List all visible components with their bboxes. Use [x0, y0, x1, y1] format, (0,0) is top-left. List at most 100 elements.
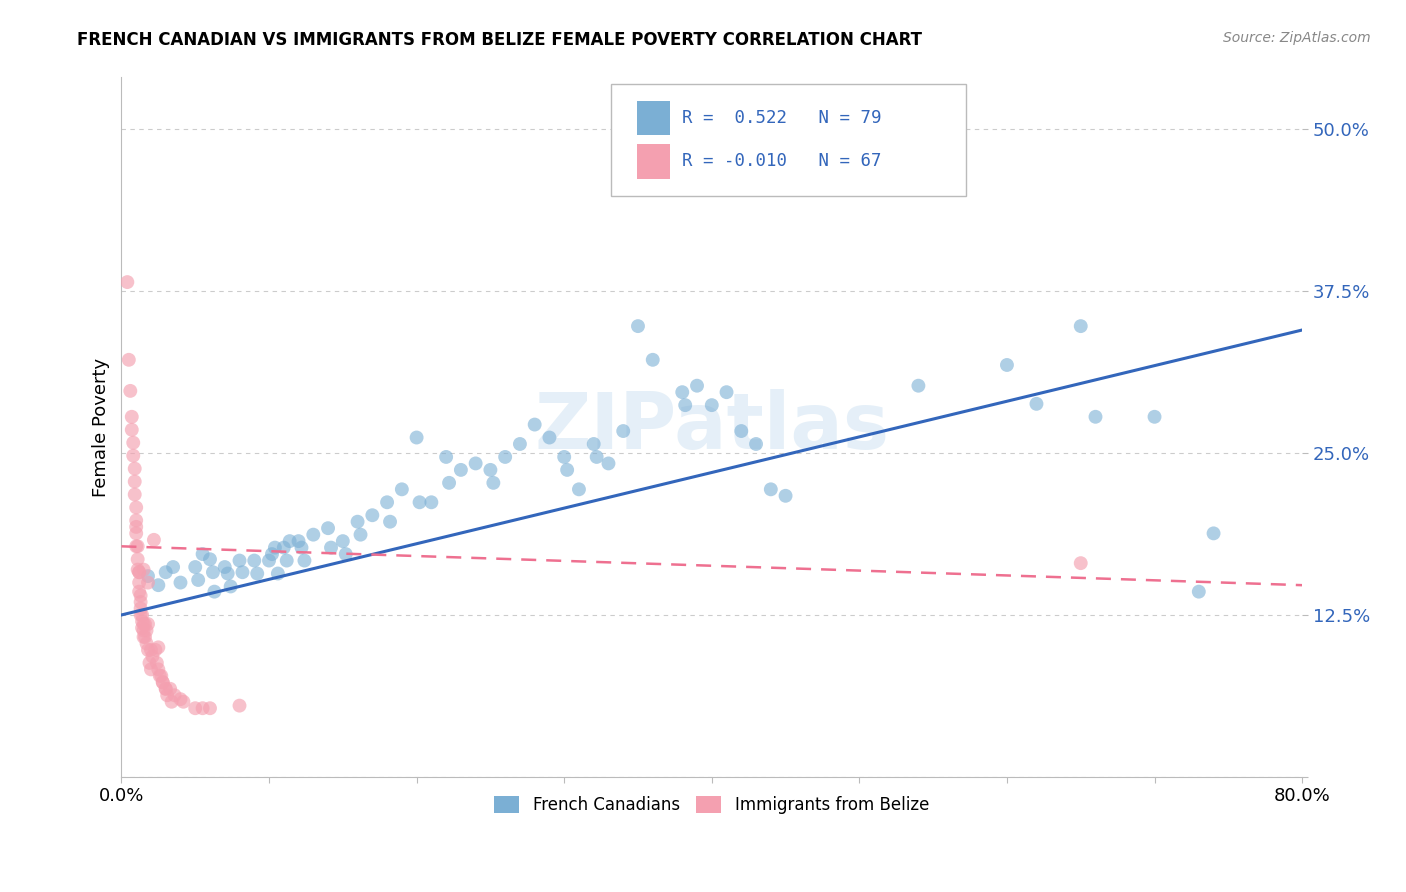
Point	[700, 398, 723, 412]
Point	[125, 500, 148, 515]
Point	[169, 692, 191, 706]
Point	[294, 553, 316, 567]
Point	[730, 424, 752, 438]
Point	[278, 534, 301, 549]
Point	[332, 534, 354, 549]
Point	[155, 681, 177, 696]
Point	[148, 662, 170, 676]
Point	[775, 489, 797, 503]
Point	[129, 595, 152, 609]
Point	[121, 409, 143, 424]
Point	[129, 601, 152, 615]
Point	[125, 520, 148, 534]
Point	[120, 384, 142, 398]
Point	[129, 607, 152, 622]
Point	[146, 656, 169, 670]
Point	[172, 695, 194, 709]
Point	[132, 624, 155, 638]
Point	[139, 643, 162, 657]
Point	[745, 437, 768, 451]
Point	[482, 475, 505, 490]
Point	[118, 352, 141, 367]
Point	[127, 563, 149, 577]
Point	[128, 575, 150, 590]
Point	[141, 649, 163, 664]
Point	[1025, 397, 1047, 411]
Point	[246, 566, 269, 581]
Point	[804, 177, 827, 191]
Point	[479, 463, 502, 477]
Point	[641, 352, 664, 367]
Point	[582, 437, 605, 451]
Point	[184, 560, 207, 574]
Point	[995, 358, 1018, 372]
Point	[159, 681, 181, 696]
Point	[907, 378, 929, 392]
Point	[716, 385, 738, 400]
Text: FRENCH CANADIAN VS IMMIGRANTS FROM BELIZE FEMALE POVERTY CORRELATION CHART: FRENCH CANADIAN VS IMMIGRANTS FROM BELIZ…	[77, 31, 922, 49]
Point	[131, 615, 153, 629]
Point	[127, 552, 149, 566]
Point	[671, 385, 693, 400]
Point	[191, 547, 214, 561]
Point	[214, 560, 236, 574]
Point	[759, 483, 782, 497]
FancyBboxPatch shape	[612, 85, 966, 196]
Point	[121, 423, 143, 437]
Point	[132, 563, 155, 577]
Point	[155, 681, 177, 696]
Point	[145, 643, 167, 657]
Point	[138, 656, 160, 670]
Text: R =  0.522   N = 79: R = 0.522 N = 79	[682, 109, 882, 127]
Point	[160, 695, 183, 709]
Point	[155, 566, 177, 580]
Point	[135, 624, 157, 638]
Point	[391, 483, 413, 497]
Point	[135, 636, 157, 650]
Point	[568, 483, 591, 497]
Point	[128, 584, 150, 599]
Point	[1143, 409, 1166, 424]
Point	[187, 573, 209, 587]
Text: R = -0.010   N = 67: R = -0.010 N = 67	[682, 153, 882, 170]
Point	[117, 275, 139, 289]
Point	[198, 552, 221, 566]
Point	[267, 566, 290, 581]
Point	[124, 461, 146, 475]
Point	[273, 541, 295, 555]
Point	[598, 457, 620, 471]
Text: Source: ZipAtlas.com: Source: ZipAtlas.com	[1223, 31, 1371, 45]
Point	[509, 437, 531, 451]
Point	[494, 450, 516, 464]
Point	[219, 579, 242, 593]
Point	[128, 566, 150, 580]
Point	[184, 701, 207, 715]
Point	[627, 319, 650, 334]
Point	[217, 566, 239, 581]
Point	[257, 553, 280, 567]
Point	[1084, 409, 1107, 424]
Point	[150, 669, 173, 683]
Point	[523, 417, 546, 432]
Point	[148, 640, 170, 655]
Point	[134, 617, 156, 632]
Point	[122, 435, 145, 450]
Point	[335, 547, 357, 561]
Point	[127, 539, 149, 553]
Point	[136, 643, 159, 657]
FancyBboxPatch shape	[637, 101, 671, 136]
Point	[122, 449, 145, 463]
Point	[408, 495, 430, 509]
Point	[124, 487, 146, 501]
Point	[555, 463, 578, 477]
Point	[131, 621, 153, 635]
Point	[316, 521, 339, 535]
Point	[553, 450, 575, 464]
Point	[673, 398, 696, 412]
Legend: French Canadians, Immigrants from Belize: French Canadians, Immigrants from Belize	[484, 787, 939, 824]
Point	[228, 553, 250, 567]
Point	[136, 617, 159, 632]
Point	[1188, 584, 1211, 599]
Point	[420, 495, 443, 509]
Point	[136, 575, 159, 590]
